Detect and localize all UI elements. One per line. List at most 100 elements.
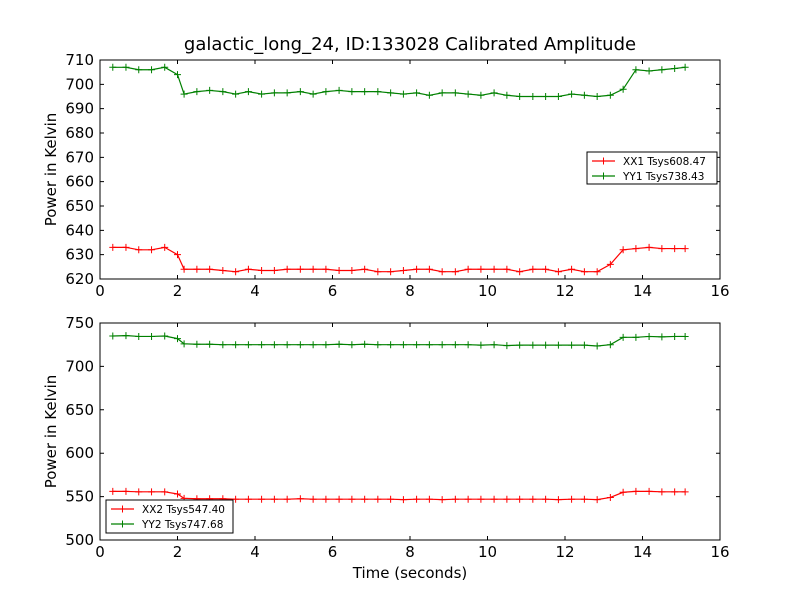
data-point <box>109 243 117 251</box>
data-point <box>335 266 343 274</box>
data-point <box>206 340 214 348</box>
data-point <box>135 332 143 340</box>
data-point <box>348 88 356 96</box>
data-point <box>681 488 689 496</box>
legend-box <box>586 151 718 185</box>
data-point <box>180 90 188 98</box>
data-point <box>161 63 169 71</box>
data-point <box>374 495 382 503</box>
data-point <box>148 66 156 74</box>
data-point <box>322 495 330 503</box>
y-tick-label: 630 <box>65 246 94 264</box>
data-point <box>283 89 291 97</box>
legend-label: XX1 Tsys608.47 <box>623 156 706 168</box>
data-point <box>270 341 278 349</box>
data-point <box>348 495 356 503</box>
y-tick-label: 500 <box>65 531 94 549</box>
data-point <box>399 266 407 274</box>
data-point <box>258 266 266 274</box>
data-point <box>645 332 653 340</box>
x-tick-label: 0 <box>95 543 105 561</box>
data-point <box>568 265 576 273</box>
data-point <box>206 86 214 94</box>
legend-label: YY2 Tsys747.68 <box>141 519 223 531</box>
data-point <box>174 490 181 498</box>
data-point <box>542 265 550 273</box>
x-tick-label: 4 <box>250 543 260 561</box>
data-point <box>477 91 485 99</box>
data-point <box>542 93 550 100</box>
data-point <box>180 340 188 348</box>
data-point <box>258 495 266 503</box>
x-tick-label: 6 <box>328 282 338 300</box>
x-tick-label: 6 <box>328 543 338 561</box>
data-point <box>503 265 511 273</box>
data-point <box>681 245 689 253</box>
data-point <box>244 265 252 273</box>
x-tick-label: 16 <box>710 543 729 561</box>
x-tick-label: 2 <box>173 282 183 300</box>
data-point <box>387 495 395 503</box>
data-point <box>296 495 304 503</box>
data-point <box>671 245 679 253</box>
y-tick-label: 650 <box>65 197 94 215</box>
x-tick-label: 10 <box>478 282 497 300</box>
data-point <box>232 90 240 98</box>
data-point <box>516 93 524 100</box>
data-point <box>258 90 266 98</box>
y-tick-label: 680 <box>65 124 94 142</box>
data-point <box>122 332 130 340</box>
data-point <box>438 341 446 349</box>
y-axis-label: Power in Kelvin <box>42 113 60 227</box>
data-point <box>232 495 240 503</box>
data-point <box>413 89 421 97</box>
data-point <box>270 266 278 274</box>
data-point <box>516 268 524 276</box>
data-point <box>399 496 407 504</box>
data-point <box>219 266 227 274</box>
data-point <box>580 268 588 276</box>
data-point <box>270 495 278 503</box>
data-point <box>632 245 640 253</box>
series-line-1-2 <box>112 66 686 98</box>
data-point <box>645 67 653 75</box>
data-point <box>270 89 278 97</box>
data-point <box>244 88 252 96</box>
data-point <box>232 268 240 276</box>
data-point <box>335 495 343 503</box>
data-point <box>554 268 562 276</box>
legend-marker <box>119 520 126 528</box>
data-point <box>593 496 601 504</box>
x-tick-label: 4 <box>250 282 260 300</box>
data-point <box>193 340 201 348</box>
plot-panel-2: 0 2 4 6 8 10 12 14 16 500 550 600 650 700 750 Power in … <box>42 314 730 582</box>
data-point <box>490 495 498 503</box>
data-point <box>529 265 537 273</box>
data-point <box>554 496 562 504</box>
data-point <box>529 341 537 349</box>
data-point <box>464 495 472 503</box>
data-point <box>361 340 369 348</box>
y-tick-label: 620 <box>65 270 94 288</box>
data-point <box>387 341 395 349</box>
data-point <box>309 495 317 503</box>
data-point <box>387 89 395 97</box>
data-point <box>148 488 156 496</box>
x-tick-label: 14 <box>633 543 652 561</box>
data-point <box>606 493 614 501</box>
legend-label: XX2 Tsys547.40 <box>142 504 225 516</box>
data-point <box>645 243 653 251</box>
data-point <box>335 340 343 348</box>
data-point <box>542 341 550 349</box>
data-point <box>135 488 143 496</box>
data-point <box>503 342 511 350</box>
data-point <box>361 495 369 503</box>
data-point <box>161 332 169 340</box>
data-point <box>580 91 588 99</box>
y-tick-label: 700 <box>65 75 94 93</box>
data-point <box>335 86 343 94</box>
x-tick-label: 12 <box>555 282 574 300</box>
legend-box <box>105 499 234 534</box>
data-point <box>542 495 550 503</box>
data-point <box>606 91 614 99</box>
